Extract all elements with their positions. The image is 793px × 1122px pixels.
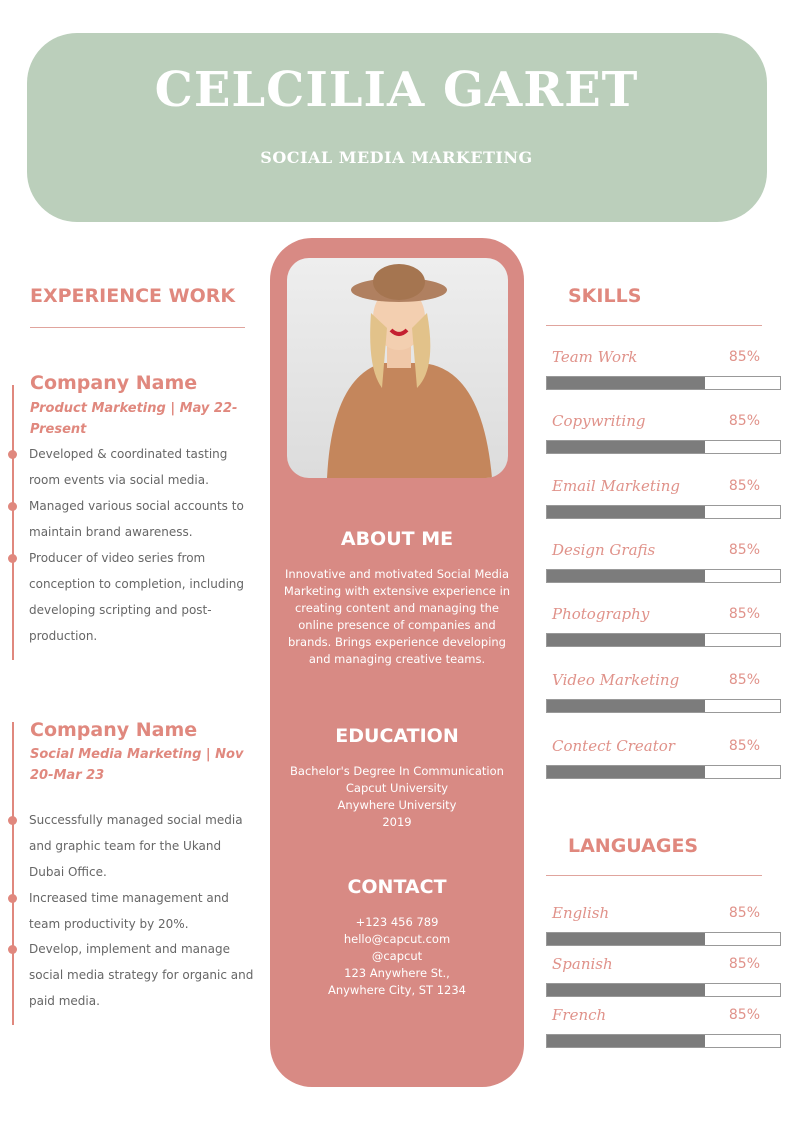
skills-item-label: Team Work 85%: [552, 348, 777, 366]
languages-item-label: English 85%: [552, 904, 777, 922]
item-name: Spanish: [552, 955, 613, 973]
item-percent: 85%: [728, 413, 760, 429]
divider: [30, 327, 245, 328]
divider: [546, 875, 762, 876]
skills-level-bar: [546, 440, 781, 454]
education-details: Bachelor's Degree In Communication Capcu…: [282, 763, 512, 831]
skills-item-label: Contect Creator 85%: [552, 737, 777, 755]
contact-address-line2: Anywhere City, ST 1234: [327, 983, 467, 997]
education-school: Capcut University: [345, 781, 449, 795]
skills-item-label: Design Grafis 85%: [552, 541, 777, 559]
skills-level-bar: [546, 569, 781, 583]
bullet-dot-icon: [8, 554, 17, 563]
level-bar-fill: [547, 441, 706, 453]
languages-heading: LANGUAGES: [568, 835, 699, 857]
skills-item-label: Email Marketing 85%: [552, 477, 777, 495]
bullet-dot-icon: [8, 894, 17, 903]
contact-heading: CONTACT: [347, 876, 447, 898]
education-year: 2019: [382, 815, 412, 829]
level-bar-fill: [547, 570, 706, 582]
about-heading: ABOUT ME: [340, 528, 454, 550]
languages-item-label: French 85%: [552, 1006, 777, 1024]
item-name: Photography: [552, 605, 650, 623]
job-bullet: Develop, implement and manage social med…: [29, 942, 254, 1008]
candidate-role: SOCIAL MEDIA MARKETING: [260, 148, 533, 167]
about-text: Innovative and motivated Social Media Ma…: [283, 567, 511, 666]
item-name: Video Marketing: [552, 671, 680, 689]
level-bar-fill: [547, 984, 706, 996]
item-percent: 85%: [728, 738, 760, 754]
item-name: Team Work: [552, 348, 638, 366]
contact-address-line1: 123 Anywhere St.,: [344, 966, 450, 980]
company-name: Company Name: [30, 719, 198, 741]
item-percent: 85%: [728, 956, 760, 972]
item-percent: 85%: [728, 672, 760, 688]
level-bar-fill: [547, 933, 706, 945]
skills-level-bar: [546, 376, 781, 390]
skills-level-bar: [546, 699, 781, 713]
languages-item-label: Spanish 85%: [552, 955, 777, 973]
level-bar-fill: [547, 766, 706, 778]
item-name: English: [552, 904, 610, 922]
job-bullet: Developed & coordinated tasting room eve…: [29, 447, 228, 487]
header-banner: [27, 33, 767, 222]
item-name: Contect Creator: [552, 737, 675, 755]
experience-heading: EXPERIENCE WORK: [30, 285, 236, 307]
skills-heading: SKILLS: [568, 285, 642, 307]
job-position: Product Marketing | May 22-Present: [30, 401, 238, 437]
job-bullet: Producer of video series from conception…: [29, 551, 245, 643]
item-percent: 85%: [728, 606, 760, 622]
bullet-dot-icon: [8, 450, 17, 459]
skills-level-bar: [546, 505, 781, 519]
level-bar-fill: [547, 1035, 706, 1047]
languages-level-bar: [546, 932, 781, 946]
level-bar-fill: [547, 700, 706, 712]
item-name: Design Grafis: [552, 541, 656, 559]
education-degree: Bachelor's Degree In Communication: [290, 764, 504, 778]
job-bullet: Increased time management and team produ…: [29, 891, 229, 931]
job-position: Social Media Marketing | Nov 20-Mar 23: [30, 747, 244, 783]
item-percent: 85%: [728, 1007, 760, 1023]
item-name: Email Marketing: [552, 477, 681, 495]
item-name: Copywriting: [552, 412, 646, 430]
level-bar-fill: [547, 506, 706, 518]
timeline-line: [12, 385, 14, 660]
job-bullet: Successfully managed social media and gr…: [29, 813, 243, 879]
candidate-name: CELCILIA GARET: [154, 62, 639, 118]
skills-item-label: Photography 85%: [552, 605, 777, 623]
skills-item-label: Copywriting 85%: [552, 412, 777, 430]
item-percent: 85%: [728, 478, 760, 494]
contact-phone: +123 456 789: [355, 915, 439, 929]
level-bar-fill: [547, 634, 706, 646]
job-bullet: Managed various social accounts to maint…: [29, 499, 244, 539]
skills-level-bar: [546, 633, 781, 647]
education-heading: EDUCATION: [335, 725, 459, 747]
item-percent: 85%: [728, 542, 760, 558]
item-percent: 85%: [728, 905, 760, 921]
skills-level-bar: [546, 765, 781, 779]
divider: [546, 325, 762, 326]
item-percent: 85%: [728, 349, 760, 365]
timeline-line: [12, 722, 14, 1025]
item-name: French: [552, 1006, 607, 1024]
contact-details: +123 456 789 hello@capcut.com @capcut 12…: [282, 914, 512, 999]
languages-level-bar: [546, 1034, 781, 1048]
profile-photo: [287, 258, 508, 478]
company-name: Company Name: [30, 372, 198, 394]
skills-item-label: Video Marketing 85%: [552, 671, 777, 689]
languages-level-bar: [546, 983, 781, 997]
bullet-dot-icon: [8, 502, 17, 511]
contact-social: @capcut: [371, 949, 423, 963]
bullet-dot-icon: [8, 945, 17, 954]
bullet-dot-icon: [8, 816, 17, 825]
contact-email: hello@capcut.com: [343, 932, 451, 946]
education-location: Anywhere University: [337, 798, 457, 812]
level-bar-fill: [547, 377, 706, 389]
